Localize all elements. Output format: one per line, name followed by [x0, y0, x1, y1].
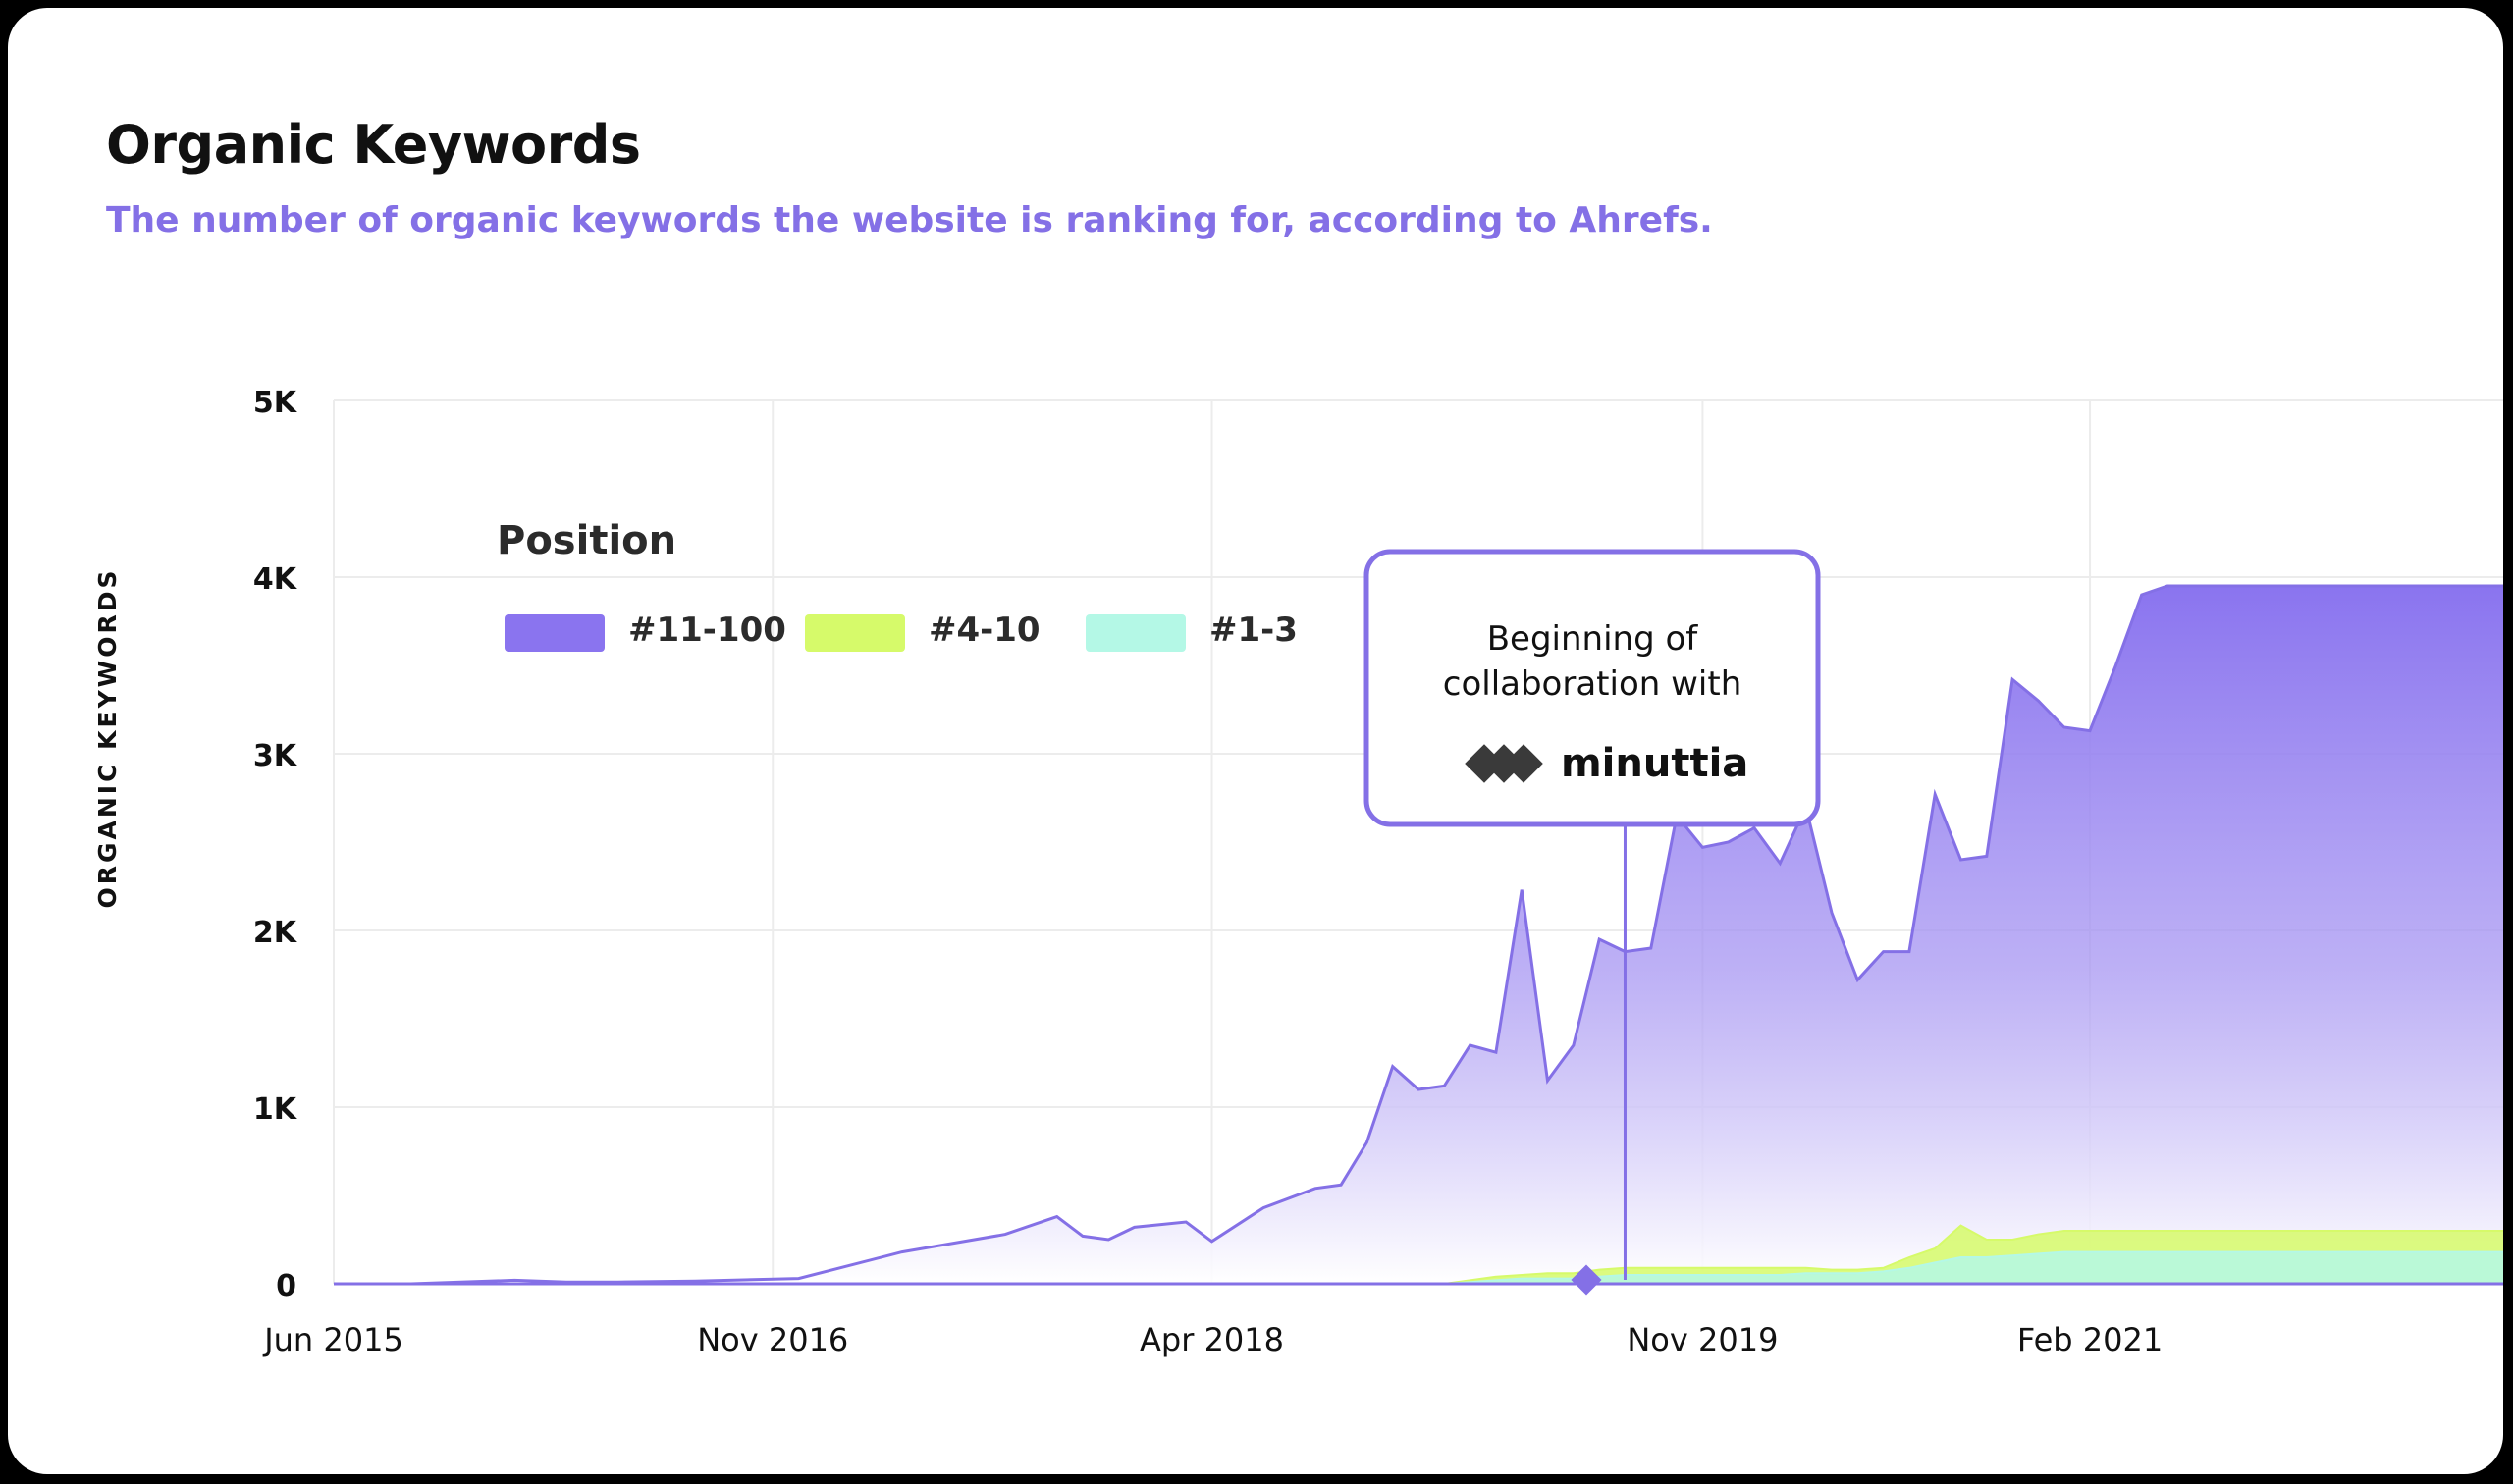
y-tick-label: 3K	[253, 739, 298, 773]
legend-title: Position	[497, 518, 676, 563]
y-tick-label: 1K	[253, 1092, 298, 1127]
legend-label: #1-3	[1209, 610, 1298, 650]
series-areas	[334, 584, 2503, 1286]
x-tick-label: Jun 2015	[262, 1321, 403, 1358]
minuttia-logo-icon	[1465, 744, 1543, 783]
annotation-line1: Beginning of	[1487, 619, 1699, 659]
series-area-1-3	[334, 1251, 2503, 1284]
y-tick-label: 5K	[253, 386, 298, 420]
y-axis-label: ORGANIC KEYWORDS	[93, 567, 122, 908]
x-tick-label: Nov 2016	[697, 1321, 848, 1358]
legend-label: #4-10	[929, 610, 1041, 650]
legend-swatch	[1086, 614, 1186, 652]
y-axis-ticks: 0 1K 2K 3K 4K 5K	[253, 386, 298, 1303]
x-axis-ticks: Jun 2015 Nov 2016 Apr 2018 Nov 2019 Feb 2021	[262, 1321, 2163, 1358]
annotation-marker	[1571, 1264, 1602, 1296]
x-tick-label: Apr 2018	[1140, 1321, 1284, 1358]
series-area-11-100-line	[334, 584, 2503, 1286]
x-tick-label: Feb 2021	[2017, 1321, 2163, 1358]
legend-swatch	[805, 614, 905, 652]
legend-swatch	[505, 614, 605, 652]
collaboration-annotation: Beginning of collaboration with minuttia	[1363, 549, 1821, 1296]
y-tick-label: 0	[276, 1269, 296, 1303]
chart-card: Organic Keywords The number of organic k…	[8, 8, 2503, 1474]
series-area-11-100	[334, 586, 2503, 1284]
chart-title: Organic Keywords	[106, 114, 641, 176]
organic-keywords-chart: 0 1K 2K 3K 4K 5K Jun 2015 Nov 2016 Apr 2018 Nov …	[93, 386, 2503, 1358]
annotation-brand: minuttia	[1561, 741, 1748, 786]
chart-subtitle: The number of organic keywords the websi…	[106, 200, 1713, 240]
legend-label: #11-100	[628, 610, 786, 650]
y-tick-label: 4K	[253, 562, 298, 597]
x-tick-label: Nov 2019	[1627, 1321, 1778, 1358]
legend: Position #11-100 #4-10 #1-3	[497, 518, 1298, 652]
annotation-line2: collaboration with	[1443, 664, 1742, 704]
y-tick-label: 2K	[253, 916, 298, 950]
